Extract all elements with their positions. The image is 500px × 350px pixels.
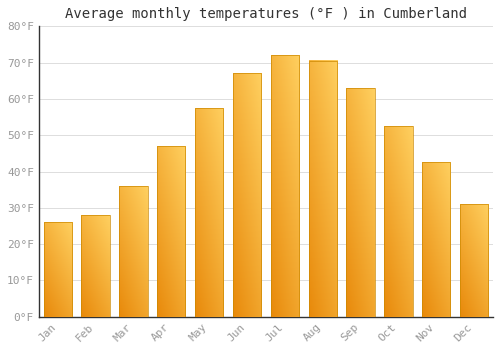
Bar	[44, 222, 72, 317]
Bar	[270, 55, 299, 317]
Bar	[384, 126, 412, 317]
Bar	[460, 204, 488, 317]
Bar	[346, 88, 375, 317]
Bar	[82, 215, 110, 317]
Title: Average monthly temperatures (°F ) in Cumberland: Average monthly temperatures (°F ) in Cu…	[65, 7, 467, 21]
Bar	[157, 146, 186, 317]
Bar	[82, 215, 110, 317]
Bar	[422, 162, 450, 317]
Bar	[270, 55, 299, 317]
Bar	[119, 186, 148, 317]
Bar	[308, 61, 337, 317]
Bar	[346, 88, 375, 317]
Bar	[119, 186, 148, 317]
Bar	[384, 126, 412, 317]
Bar	[233, 74, 261, 317]
Bar	[308, 61, 337, 317]
Bar	[233, 74, 261, 317]
Bar	[195, 108, 224, 317]
Bar	[195, 108, 224, 317]
Bar	[460, 204, 488, 317]
Bar	[422, 162, 450, 317]
Bar	[157, 146, 186, 317]
Bar	[44, 222, 72, 317]
